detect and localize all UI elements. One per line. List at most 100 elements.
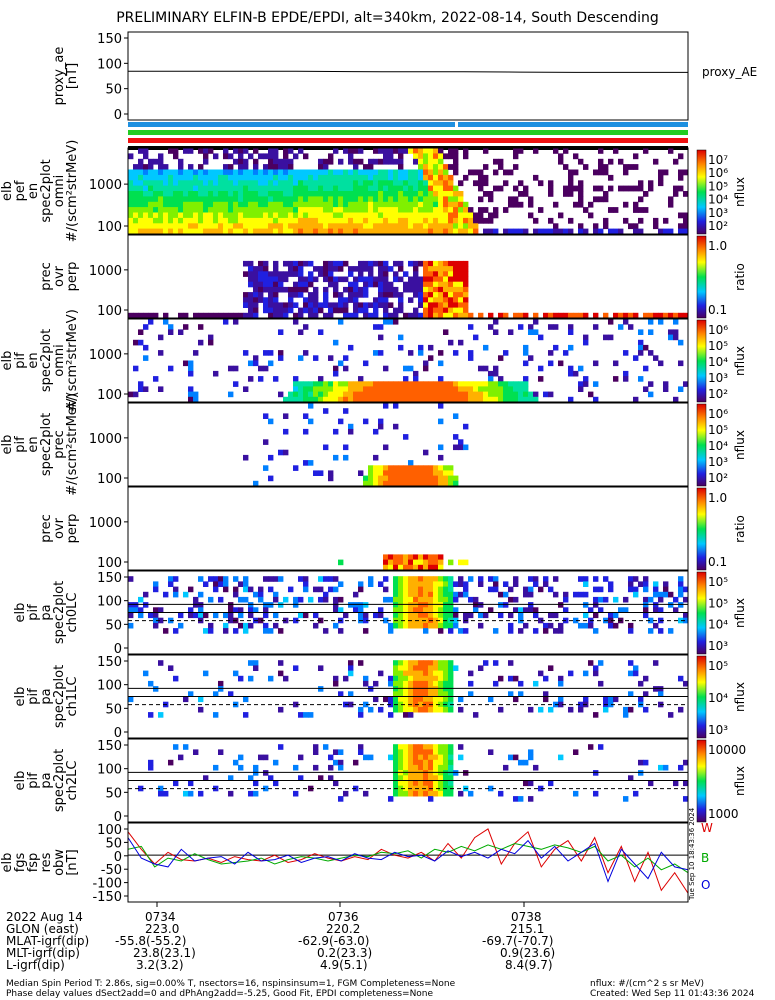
spec-cell (208, 312, 214, 319)
spec-cell (273, 196, 279, 203)
spec-cell (413, 212, 419, 219)
spec-cell (423, 759, 429, 766)
spec-cell (403, 196, 409, 203)
spec-cell (578, 158, 584, 165)
y-tick-label: 0 (114, 108, 122, 123)
spec-cell (408, 386, 414, 392)
colorbar-tick-label: 10⁴ (708, 355, 728, 369)
spec-cell (438, 312, 444, 319)
spec-cell (178, 174, 184, 181)
spec-cell (198, 607, 204, 613)
spec-cell (328, 191, 334, 197)
spec-cell (478, 312, 484, 319)
spec-cell (143, 223, 149, 230)
spec-cell (298, 266, 304, 272)
spec-cell (273, 223, 279, 230)
spec-cell (488, 607, 494, 613)
spec-cell (658, 319, 664, 325)
spec-cell (293, 260, 299, 267)
spec-cell (398, 602, 404, 608)
panel-frame (127, 738, 689, 823)
spec-cell (493, 660, 499, 666)
spec-cell (273, 612, 279, 619)
spec-cell (368, 396, 374, 403)
spec-cell (368, 223, 374, 230)
spec-cell (408, 576, 414, 582)
spec-cell (533, 612, 539, 619)
spec-cell (328, 576, 334, 582)
spec-cell (228, 607, 234, 613)
spec-cell (448, 307, 454, 314)
spec-cell (228, 391, 234, 398)
spec-cell (193, 391, 199, 398)
spec-cell (243, 628, 249, 634)
spec-cell (213, 370, 219, 377)
spec-cell (518, 396, 524, 403)
spec-cell (143, 670, 149, 677)
spec-cell (493, 207, 499, 213)
spec-cell (363, 207, 369, 213)
spec-cell (408, 381, 414, 387)
colorbar-tick-label: 1000 (708, 807, 739, 821)
spec-cell (418, 302, 424, 308)
spec-cell (268, 191, 274, 197)
spec-cell (528, 355, 534, 361)
spec-cell (403, 612, 409, 619)
spec-cell (543, 675, 549, 682)
spec-cell (248, 292, 254, 298)
spec-cell (438, 185, 444, 192)
spec-cell (213, 153, 219, 160)
spec-cell (233, 628, 239, 634)
spec-cell (403, 180, 409, 187)
spec-cell (438, 691, 444, 697)
spec-cell (533, 312, 539, 319)
colorbar-tick-label: 10² (708, 387, 728, 401)
spec-cell (448, 470, 454, 476)
spec-cell (643, 706, 649, 713)
spec-cell (438, 475, 444, 482)
spec-cell (643, 344, 649, 351)
spec-cell (608, 319, 614, 325)
spec-cell (438, 790, 444, 797)
spec-cell (178, 223, 184, 230)
spec-cell (268, 228, 274, 235)
field-line-B (127, 842, 689, 874)
spec-cell (198, 602, 204, 608)
ephemeris-time-0734: 0734 (145, 910, 176, 924)
spec-cell (493, 581, 499, 587)
spec-cell (368, 581, 374, 587)
spec-cell (393, 691, 399, 697)
spec-cell (583, 312, 589, 319)
spec-cell (418, 470, 424, 476)
spec-cell (258, 376, 264, 382)
spec-cell (323, 302, 329, 308)
spec-cell (313, 191, 319, 197)
spec-cell (203, 581, 209, 587)
spec-cell (338, 228, 344, 235)
spec-cell (633, 185, 639, 192)
spec-cell (428, 581, 434, 587)
spec-cell (313, 207, 319, 213)
spec-cell (658, 174, 664, 181)
spec-cell (208, 148, 214, 154)
spec-cell (408, 712, 414, 718)
spec-cell (273, 312, 279, 319)
spec-cell (333, 596, 339, 603)
spec-cell (208, 339, 214, 346)
spec-cell (443, 780, 449, 787)
spec-cell (328, 391, 334, 398)
spec-cell (433, 701, 439, 708)
spec-cell (418, 686, 424, 692)
spec-cell (413, 660, 419, 666)
spec-cell (388, 207, 394, 213)
spec-cell (413, 391, 419, 398)
spec-cell (523, 228, 529, 235)
spec-cell (403, 744, 409, 750)
spec-cell (163, 228, 169, 235)
spec-cell (268, 628, 274, 634)
spec-cell (423, 169, 429, 176)
spec-cell (218, 191, 224, 197)
spec-cell (478, 622, 484, 629)
spec-cell (378, 581, 384, 587)
spec-cell (333, 749, 339, 755)
